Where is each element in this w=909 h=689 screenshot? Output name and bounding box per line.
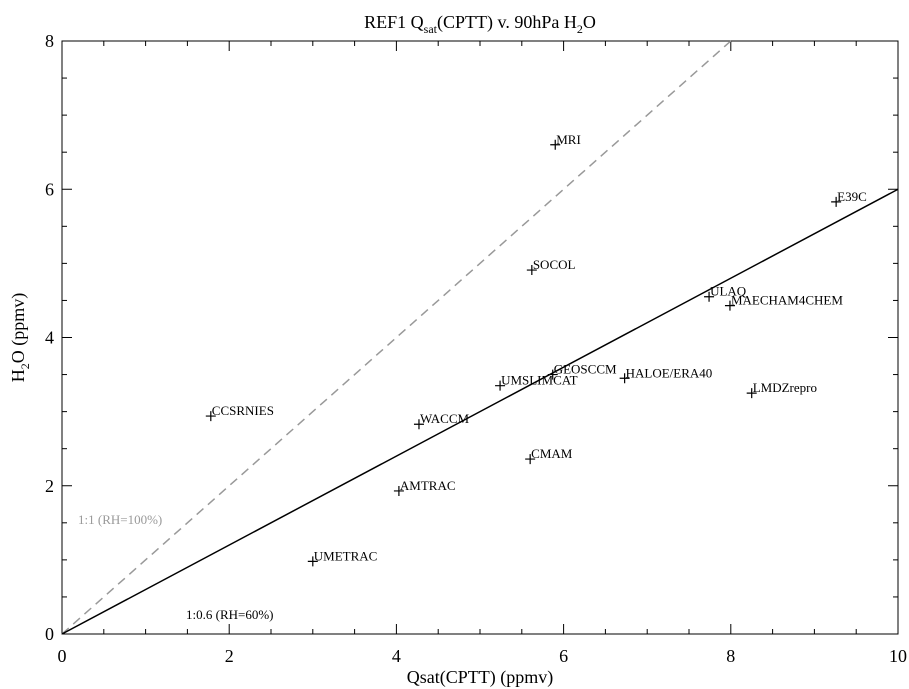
- point-marker: [746, 388, 757, 399]
- point-marker: [547, 369, 558, 380]
- y-axis-label-part: H: [8, 369, 28, 382]
- point-label: ULAQ: [710, 284, 747, 299]
- point-marker: [495, 380, 506, 391]
- point-label: MRI: [556, 132, 581, 147]
- point-label: UMSLIMCAT: [501, 373, 578, 388]
- y-axis-label-part: O (ppmv): [8, 293, 29, 364]
- chart-title-part: sat: [424, 22, 438, 36]
- reference-line-label: 1:0.6 (RH=60%): [186, 607, 274, 622]
- chart-title-part: (CPTT) v. 90hPa H: [437, 12, 577, 33]
- x-tick-label: 8: [726, 646, 735, 666]
- point-label: CCSRNIES: [212, 403, 274, 418]
- chart-title: REF1 Qsat(CPTT) v. 90hPa H2O: [364, 12, 596, 36]
- x-tick-label: 10: [889, 646, 907, 666]
- point-label: SOCOL: [533, 257, 576, 272]
- point-label: CMAM: [531, 446, 573, 461]
- point-marker: [831, 196, 842, 207]
- y-axis-label-part: 2: [18, 363, 32, 369]
- y-tick-label: 8: [45, 31, 54, 51]
- y-tick-label: 6: [45, 179, 54, 199]
- point-label: UMETRAC: [314, 548, 378, 563]
- chart-title-part: REF1 Q: [364, 12, 424, 32]
- reference-line-label: 1:1 (RH=100%): [78, 512, 162, 527]
- point-label: LMDZrepro: [753, 380, 817, 395]
- x-axis-label-part: Qsat(CPTT) (ppmv): [407, 667, 553, 688]
- plot-frame: [61, 40, 899, 635]
- point-marker: [526, 265, 537, 276]
- chart-title-part: O: [583, 12, 596, 32]
- y-tick-label: 4: [45, 328, 54, 348]
- point-marker: [205, 411, 216, 422]
- point-marker: [393, 485, 404, 496]
- point-marker: [724, 300, 735, 311]
- x-tick-label: 4: [392, 646, 401, 666]
- y-axis-label: H2O (ppmv): [8, 293, 32, 383]
- point-marker: [704, 291, 715, 302]
- point-label: E39C: [837, 189, 867, 204]
- point-label: GEOSCCM: [554, 362, 617, 377]
- x-tick-label: 6: [559, 646, 568, 666]
- chart-title-part: 2: [577, 22, 583, 36]
- x-tick-label: 2: [225, 646, 234, 666]
- point-marker: [307, 556, 318, 567]
- point-marker: [525, 454, 536, 465]
- y-tick-label: 0: [45, 624, 54, 644]
- point-marker: [619, 373, 630, 384]
- reference-line: [61, 188, 899, 635]
- point-label: WACCM: [420, 411, 470, 426]
- x-tick-label: 0: [58, 646, 67, 666]
- y-tick-label: 2: [45, 476, 54, 496]
- point-label: AMTRAC: [400, 478, 456, 493]
- x-axis-label: Qsat(CPTT) (ppmv): [407, 667, 553, 688]
- reference-line: [61, 40, 732, 635]
- point-marker: [413, 419, 424, 430]
- point-label: MAECHAM4CHEM: [731, 293, 843, 308]
- point-label: HALOE/ERA40: [626, 365, 713, 380]
- point-marker: [550, 139, 561, 150]
